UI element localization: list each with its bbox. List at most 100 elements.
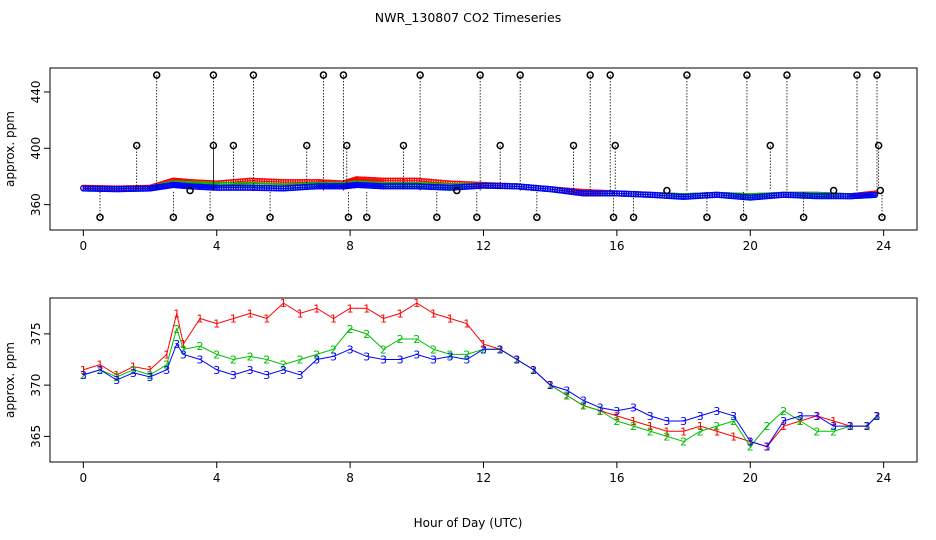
series-2-marker: 2 [663, 430, 670, 443]
bottom-x-tick-label: 20 [743, 471, 758, 485]
series-1-marker: 1 [397, 307, 404, 320]
series-1-marker: 1 [313, 302, 320, 315]
series-1-marker: 1 [680, 425, 687, 438]
series-2-marker: 2 [180, 343, 187, 356]
top-y-tick-label: 360 [29, 193, 43, 216]
flag-point [496, 141, 504, 150]
series-3-marker: 3 [747, 436, 754, 449]
series-1-marker: 1 [630, 415, 637, 428]
series-1-marker: 1 [830, 415, 837, 428]
series-1-marker: 1 [713, 425, 720, 438]
series-2-marker: 2 [713, 420, 720, 433]
bottom-x-tick-label: 12 [476, 471, 491, 485]
top-x-tick-label: 12 [476, 239, 491, 253]
top-x-tick-label: 24 [876, 239, 891, 253]
series-3-marker: 3 [763, 441, 770, 454]
flag-point [609, 213, 618, 222]
flag-point [611, 141, 619, 150]
series-2-marker: 2 [613, 415, 620, 428]
series-3-marker: 3 [130, 367, 137, 380]
bottom-x-tick-label: 24 [876, 471, 891, 485]
flag-point [766, 141, 775, 150]
flag-point [249, 71, 258, 79]
series-1-marker: 1 [213, 318, 220, 331]
series-1-marker: 1 [697, 420, 704, 433]
series-1-line [83, 302, 878, 448]
series-3-marker: 3 [173, 338, 180, 351]
series-3-marker: 3 [313, 354, 320, 367]
flag-point [829, 186, 838, 195]
series-1-marker: 1 [613, 410, 620, 423]
series-1-marker: 1 [663, 425, 670, 438]
series-2-marker: 2 [780, 405, 787, 418]
flag-point [229, 141, 238, 150]
series-3-marker: 3 [797, 410, 804, 423]
series-2-marker: 2 [447, 348, 454, 361]
series-2-marker: 2 [747, 441, 754, 454]
flag-point [303, 141, 311, 150]
flag-point [209, 71, 218, 79]
series-1-marker: 1 [163, 348, 170, 361]
flag-point [339, 71, 348, 79]
flag-point [878, 213, 886, 222]
flag-point [152, 71, 161, 79]
series-3-marker: 3 [463, 354, 470, 367]
series-1-marker: 1 [113, 369, 120, 382]
series-2-marker: 2 [797, 415, 804, 428]
top-panel-ylabel: approx. ppm [3, 111, 17, 187]
series-1-marker: 1 [463, 318, 470, 331]
top-x-tick-label: 20 [743, 239, 758, 253]
series-2-marker: 2 [197, 340, 204, 353]
series-3-marker: 3 [873, 410, 880, 423]
flag-point [783, 71, 791, 79]
series-3-point [871, 191, 879, 199]
series-3-marker: 3 [413, 348, 420, 361]
series-3-marker: 3 [613, 405, 620, 418]
series-1-marker: 1 [330, 313, 337, 326]
top-x-tick-label: 0 [80, 239, 88, 253]
series-2-marker: 2 [130, 364, 137, 377]
series-2-marker: 2 [680, 436, 687, 449]
series-2-marker: 2 [397, 333, 404, 346]
bottom-x-tick-label: 16 [609, 471, 624, 485]
series-1-marker: 1 [147, 364, 154, 377]
series-1-marker: 1 [297, 307, 304, 320]
flag-point [266, 213, 274, 222]
series-3-marker: 3 [580, 395, 587, 408]
series-3-marker: 3 [480, 343, 487, 356]
flag-point [606, 71, 614, 79]
flag-point [399, 141, 408, 150]
series-2-marker: 2 [630, 420, 637, 433]
flag-point [663, 186, 671, 195]
series-2-marker: 2 [280, 359, 287, 372]
bottom-x-tick-label: 8 [346, 471, 354, 485]
series-2-marker: 2 [430, 343, 437, 356]
flag-point [186, 186, 194, 195]
series-2-marker: 2 [213, 348, 220, 361]
series-3-marker: 3 [630, 402, 637, 415]
series-3-point [311, 183, 318, 190]
top-panel-frame [49, 67, 918, 231]
flag-point [344, 213, 353, 222]
series-3-marker: 3 [680, 415, 687, 428]
series-3-marker: 3 [563, 384, 570, 397]
series-3-marker: 3 [280, 364, 287, 377]
series-1-marker: 1 [180, 338, 187, 351]
flag-point [739, 213, 748, 222]
series-3-marker: 3 [347, 343, 354, 356]
series-3-marker: 3 [447, 350, 454, 363]
series-2-marker: 2 [647, 425, 654, 438]
series-2-marker: 2 [147, 369, 154, 382]
series-3-marker: 3 [497, 343, 504, 356]
flag-point [586, 71, 594, 79]
series-1-marker: 1 [480, 338, 487, 351]
series-2-marker: 2 [173, 323, 180, 336]
bottom-x-tick-label: 0 [80, 471, 88, 485]
series-2-marker: 2 [763, 420, 770, 433]
series-3-marker: 3 [780, 415, 787, 428]
flag-point [132, 141, 141, 150]
series-2-marker: 2 [380, 343, 387, 356]
top-panel: 0 4 8 12 16 20 24 360 400 440 approx. ppm [3, 67, 918, 253]
bottom-panel-ylabel: approx. ppm [3, 342, 17, 418]
